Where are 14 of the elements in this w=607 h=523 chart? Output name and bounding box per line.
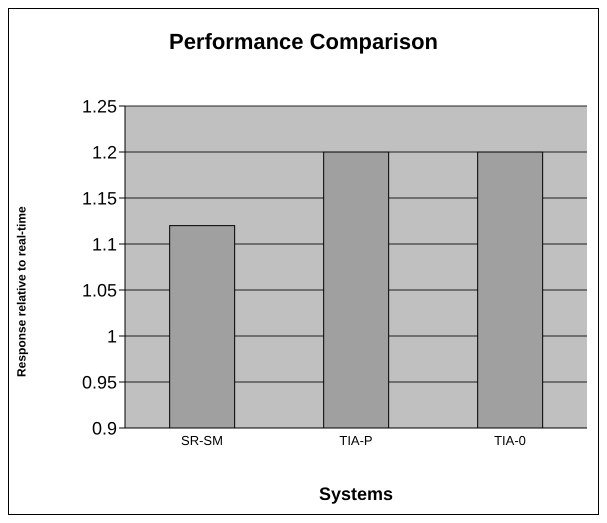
y-tick-label: 0.95: [82, 372, 117, 392]
x-tick-label: SR-SM: [181, 433, 223, 448]
y-tick-label: 1: [106, 326, 117, 346]
x-axis-title: Systems: [318, 484, 394, 504]
y-axis-title: Response relative to real-time: [14, 206, 28, 377]
y-tick-label: 1.25: [82, 96, 117, 116]
y-tick-label: 1.1: [92, 234, 117, 254]
y-tick-label: 0.9: [92, 418, 117, 438]
y-tick-label: 1.2: [92, 142, 117, 162]
x-tick-label: TIA-P: [339, 433, 373, 448]
x-tick-label: TIA-0: [494, 433, 526, 448]
y-tick-label: 1.15: [82, 188, 117, 208]
chart-title: Performance Comparison: [168, 29, 439, 55]
y-tick-label: 1.05: [82, 280, 117, 300]
